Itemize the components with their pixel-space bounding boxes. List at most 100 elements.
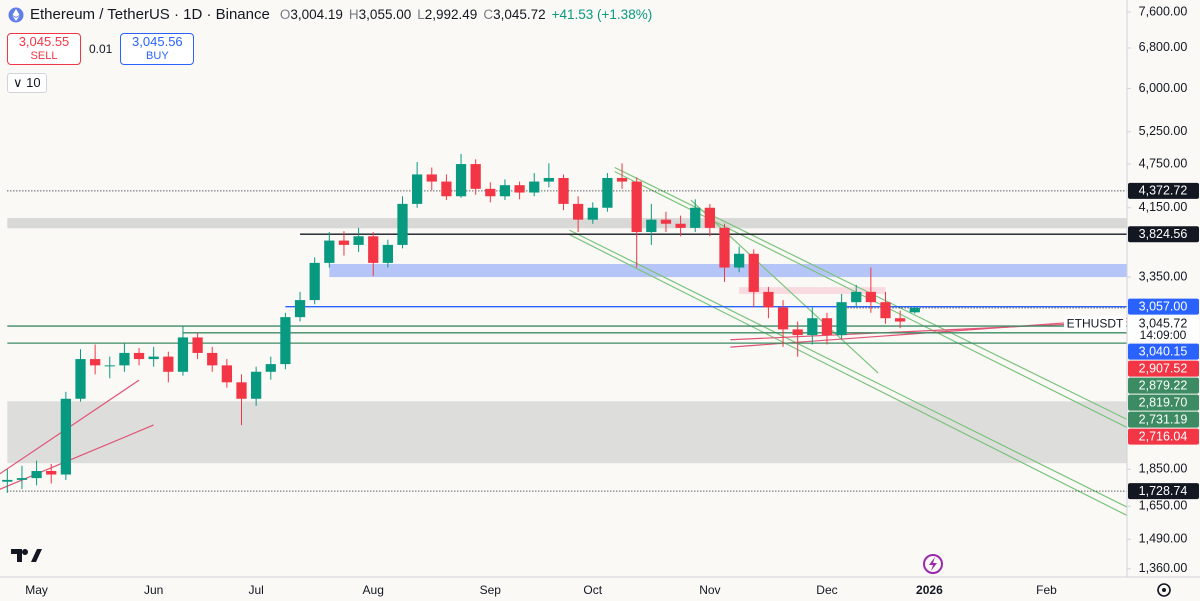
candle-body [909, 307, 920, 313]
header: Ethereum / TetherUS · 1D · Binance O3,00… [8, 6, 652, 23]
y-tick-label: 1,850.00 [1139, 462, 1188, 476]
candle-body [309, 262, 320, 301]
candle-body [792, 329, 803, 336]
candle-body [31, 470, 42, 479]
candle-body [763, 291, 774, 308]
candle-body [60, 398, 71, 475]
price-label: 2,879.22 [1139, 378, 1188, 392]
candle-body [412, 174, 423, 204]
candle-body [2, 479, 13, 482]
price-label: 3,045.72 [1139, 316, 1188, 330]
trendline [730, 320, 1129, 341]
ohlc-key: O [279, 7, 291, 22]
candle-body [616, 177, 628, 182]
y-tick-label: 5,250.00 [1139, 124, 1188, 138]
candle-body [251, 371, 262, 399]
price-label: 1,728.74 [1139, 484, 1188, 498]
candle-body [573, 203, 584, 220]
candle-body [821, 318, 833, 336]
y-tick-label: 4,750.00 [1139, 156, 1188, 170]
candle-body [455, 164, 467, 197]
price-label: 4,372.72 [1139, 184, 1188, 198]
buy-button[interactable]: 3,045.56 BUY [120, 33, 195, 65]
candle-body [558, 177, 569, 204]
candle-body [338, 240, 350, 245]
candle-body [719, 227, 730, 268]
symbol-title[interactable]: Ethereum / TetherUS · 1D · Binance [30, 6, 270, 23]
y-tick-label: 1,490.00 [1139, 532, 1188, 546]
candle-body [75, 359, 86, 399]
candle-body [280, 317, 291, 365]
price-label: 2,819.70 [1139, 395, 1188, 409]
candle-body [895, 318, 906, 322]
y-tick-label: 7,600.00 [1139, 4, 1188, 18]
y-tick-label: 3,350.00 [1139, 269, 1188, 283]
price-label: 3,040.15 [1139, 344, 1188, 358]
candle-body [441, 181, 452, 197]
trade-panel: 3,045.55 SELL 0.01 3,045.56 BUY [7, 33, 195, 65]
price-label-bg [1128, 428, 1199, 445]
zone [739, 287, 886, 294]
candle-body [324, 240, 335, 263]
price-label-bg [1128, 343, 1199, 360]
sell-button[interactable]: 3,045.55 SELL [7, 33, 81, 65]
x-tick-label: Nov [699, 583, 720, 597]
candle-body [426, 174, 437, 182]
candle-body [748, 253, 759, 292]
candle-body [631, 181, 642, 233]
price-label-bg [1128, 182, 1199, 199]
price-label-bg [1128, 377, 1199, 394]
candle-body [485, 188, 496, 197]
price-label-bg [1128, 483, 1199, 500]
candle-body [294, 300, 306, 318]
symbol-tag: ETHUSDT [1067, 316, 1124, 330]
ohlc-value: 3,004.19 [290, 7, 343, 22]
y-tick-label: 1,360.00 [1139, 561, 1188, 575]
candle-body [90, 359, 101, 366]
sell-price: 3,045.55 [18, 34, 70, 49]
indicators-toggle[interactable]: ∨ 10 [7, 73, 47, 93]
spread: 0.01 [89, 42, 113, 56]
candle-body [133, 352, 145, 360]
ohlc-key: L [417, 7, 425, 22]
ohlc-item: C3,045.72 [483, 7, 545, 22]
candle-body [587, 207, 598, 220]
candle-body [177, 337, 189, 372]
ohlc-value: 3,045.72 [493, 7, 546, 22]
candle-body [675, 223, 686, 228]
price-label: 3,057.00 [1139, 299, 1188, 313]
x-tick-label: 2026 [916, 583, 943, 597]
candle-body [851, 291, 862, 303]
ohlc-item: L2,992.49 [417, 7, 477, 22]
x-tick-label: Jul [248, 583, 263, 597]
sell-label: SELL [30, 50, 58, 62]
x-tick-label: Sep [480, 583, 502, 597]
candle-body [836, 302, 847, 336]
indicator-count: 10 [26, 75, 41, 90]
candle-body [119, 352, 130, 366]
x-tick-label: Dec [816, 583, 837, 597]
lightning-icon[interactable] [923, 554, 943, 574]
candle-body [353, 236, 364, 245]
candle-body [207, 352, 218, 366]
candle-body [148, 356, 159, 360]
change: +41.53 (+1.38%) [551, 7, 653, 22]
candle-body [499, 185, 511, 197]
price-label-bg [1128, 394, 1199, 411]
candle-body [646, 219, 657, 233]
candle-body [46, 470, 57, 475]
settings-icon[interactable] [1157, 583, 1171, 597]
candle-body [514, 185, 525, 193]
trendline [569, 229, 1129, 509]
y-tick-label: 1,650.00 [1139, 499, 1188, 513]
candle-body [221, 365, 232, 383]
trendline [569, 234, 1129, 517]
y-tick-label: 6,000.00 [1139, 81, 1188, 95]
candle-body [704, 207, 715, 228]
price-label-bg [1128, 360, 1199, 377]
candle-body [865, 291, 876, 303]
y-tick-label: 6,800.00 [1139, 40, 1188, 54]
candle-body [807, 318, 818, 336]
candle-body [529, 181, 540, 193]
